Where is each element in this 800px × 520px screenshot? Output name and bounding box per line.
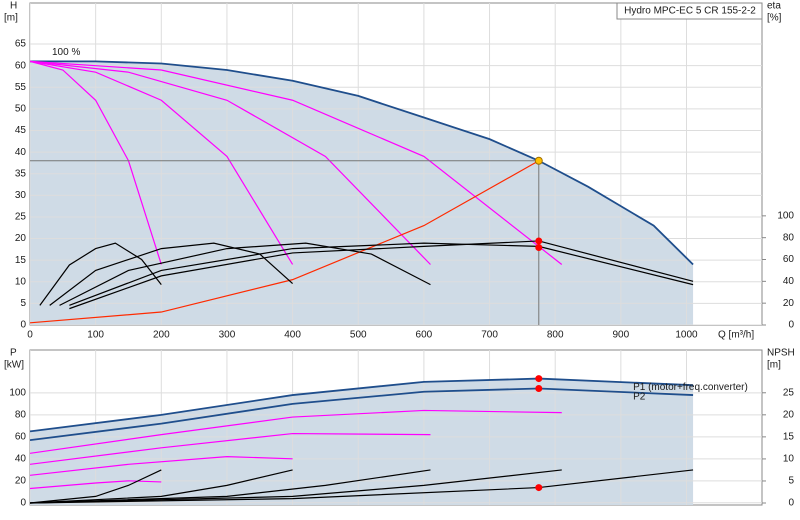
curve <box>30 469 431 504</box>
x-tick-label: 900 <box>613 330 630 341</box>
curve <box>30 387 694 442</box>
y-unit: [m] <box>4 13 18 24</box>
operating-point <box>535 484 543 492</box>
x-tick-label: 200 <box>153 330 170 341</box>
x-label: Q [m³/h] <box>718 330 754 341</box>
x-tick-label: 700 <box>481 330 498 341</box>
curve <box>30 60 563 265</box>
y-tick-label: 10 <box>15 276 27 287</box>
curve <box>30 60 294 265</box>
curve <box>30 160 540 324</box>
y2-tick-label: 60 <box>783 254 795 265</box>
curve <box>30 60 694 266</box>
operating-point <box>535 237 543 245</box>
y-tick-label: 0 <box>20 497 26 508</box>
y-tick-label: 80 <box>15 409 27 420</box>
y-tick-label: 50 <box>15 104 27 115</box>
y2-tick-label: 20 <box>783 409 795 420</box>
y-unit: [kW] <box>4 360 24 371</box>
x-tick-label: 0 <box>27 330 33 341</box>
curve <box>30 469 562 504</box>
curve <box>30 469 694 504</box>
title-box <box>616 2 763 20</box>
curve <box>30 432 431 465</box>
curve <box>39 242 162 306</box>
y2-label: NPSH <box>767 348 795 359</box>
y-label: P <box>10 348 17 359</box>
x-tick-label: 400 <box>284 330 301 341</box>
y-tick-label: 5 <box>20 298 26 309</box>
curve <box>30 377 694 433</box>
y2-tick-label: 0 <box>788 498 794 509</box>
operating-point <box>535 244 543 252</box>
y2-tick-label: 10 <box>783 454 795 465</box>
x-tick-label: 600 <box>416 330 433 341</box>
operating-point <box>534 156 543 165</box>
curve <box>30 456 293 476</box>
curve <box>30 60 162 265</box>
y2-tick-label: 25 <box>783 387 795 398</box>
curve <box>30 60 431 265</box>
y2-tick-label: 20 <box>783 298 795 309</box>
curve <box>30 469 162 504</box>
y2-tick-label: 40 <box>783 276 795 287</box>
y-tick-label: 30 <box>15 190 27 201</box>
y-tick-label: 65 <box>15 39 27 50</box>
y2-label: eta <box>767 1 781 12</box>
y-label: H <box>10 1 17 12</box>
curve <box>59 242 431 306</box>
curve <box>30 480 162 490</box>
y2-tick-label: 15 <box>783 432 795 443</box>
y2-unit: [%] <box>767 13 782 24</box>
x-tick-label: 100 <box>87 330 104 341</box>
y-tick-label: 100 <box>9 388 26 399</box>
y-tick-label: 25 <box>15 212 27 223</box>
y-tick-label: 45 <box>15 125 27 136</box>
y-tick-label: 20 <box>15 475 27 486</box>
curve <box>30 409 562 454</box>
x-tick-label: 800 <box>547 330 564 341</box>
curve <box>69 240 694 310</box>
y-tick-label: 0 <box>20 320 26 331</box>
x-tick-label: 300 <box>219 330 236 341</box>
y-tick-label: 35 <box>15 168 27 179</box>
plot <box>30 350 762 505</box>
y-tick-label: 15 <box>15 255 27 266</box>
y-tick-label: 60 <box>15 431 27 442</box>
y-tick-label: 40 <box>15 147 27 158</box>
curve-label: P1 (motor+freq.converter) <box>633 382 748 393</box>
chart-title: Hydro MPC-EC 5 CR 155-2-2 <box>624 6 756 17</box>
y2-tick-label: 80 <box>783 232 795 243</box>
curve-label: P2 <box>633 392 646 403</box>
y2-unit: [m] <box>767 360 781 371</box>
y-tick-label: 20 <box>15 233 27 244</box>
y2-tick-label: 5 <box>788 476 794 487</box>
y2-tick-label: 0 <box>788 320 794 331</box>
curve <box>49 242 294 306</box>
y-tick-label: 40 <box>15 453 27 464</box>
x-tick-label: 1000 <box>675 330 698 341</box>
x-tick-label: 500 <box>350 330 367 341</box>
y2-tick-label: 100 <box>777 210 794 221</box>
y-tick-label: 60 <box>15 60 27 71</box>
curve-label: 100 % <box>52 47 80 58</box>
curve <box>30 469 293 504</box>
operating-point <box>535 384 543 392</box>
y-tick-label: 55 <box>15 82 27 93</box>
curve <box>69 242 694 306</box>
plot <box>30 3 762 325</box>
operating-point <box>535 375 543 383</box>
